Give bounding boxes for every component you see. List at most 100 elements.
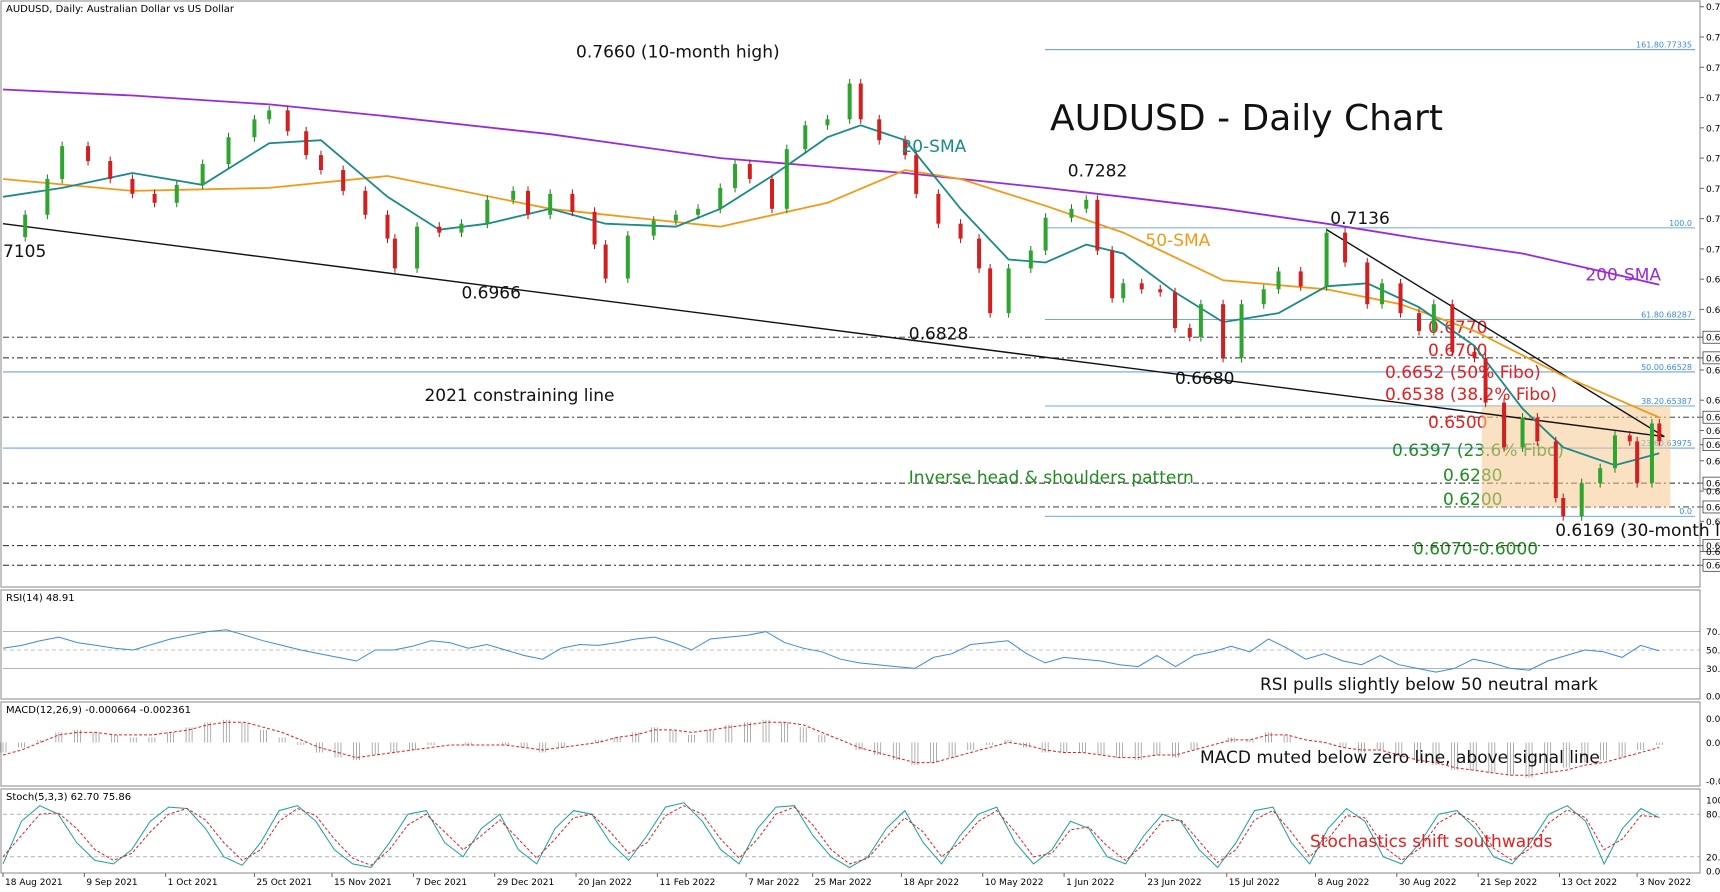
annotation-label: 0.7282	[1068, 161, 1127, 181]
candle-bearish	[1343, 232, 1348, 263]
candle-bullish	[267, 110, 272, 120]
candle-bearish	[936, 193, 941, 224]
x-tick-label: 30 Aug 2022	[1399, 878, 1457, 888]
x-tick-label: 7 Mar 2022	[748, 878, 799, 888]
stoch-tick-label: 0.00	[1706, 868, 1720, 878]
candle-bullish	[1028, 250, 1033, 269]
candle-bullish	[696, 208, 701, 215]
candle-bullish	[1121, 283, 1126, 299]
annotation-label: Inverse head & shoulders pattern	[909, 468, 1194, 488]
candle-bullish	[1069, 208, 1074, 218]
candle-bearish	[877, 119, 882, 141]
symbol-header: AUDUSD, Daily: Australian Dollar vs US D…	[6, 4, 235, 15]
annotation-label: 0.6680	[1175, 369, 1234, 389]
price-tick-label: 0.70655	[1706, 245, 1720, 255]
annotation-label: 0.7136	[1330, 209, 1389, 229]
stoch-d-line	[2, 805, 1660, 866]
candle-bullish	[1239, 304, 1244, 358]
x-tick-label: 20 Jan 2022	[578, 878, 632, 888]
candle-bearish	[1535, 417, 1540, 442]
candle-bearish	[1627, 435, 1632, 442]
x-tick-label: 18 Apr 2022	[903, 878, 959, 888]
annotation-label: 50-SMA	[1145, 231, 1210, 251]
price-tick-label: 0.64565	[1706, 427, 1720, 437]
price-tick-box	[1702, 558, 1720, 572]
candle-bullish	[1431, 304, 1436, 332]
fibo-label: 38.20.65387	[1641, 397, 1692, 406]
candle-bullish	[459, 223, 464, 233]
x-tick-label: 3 Nov 2022	[1639, 878, 1691, 888]
candle-bullish	[1006, 268, 1011, 314]
candle-bearish	[304, 131, 309, 156]
price-tick-box	[1702, 476, 1720, 490]
candle-bearish	[1110, 250, 1115, 299]
price-tick-label: 0.72685	[1706, 185, 1720, 195]
x-tick-label: 7 Dec 2021	[415, 878, 467, 888]
candle-bearish	[285, 110, 290, 132]
candle-bullish	[803, 125, 808, 150]
candle-bearish	[86, 146, 91, 162]
stoch-panel-frame	[0, 788, 1701, 874]
candle-bearish	[108, 161, 113, 179]
fibo-label: 50.00.66528	[1641, 363, 1692, 372]
x-tick-label: 11 Feb 2022	[659, 878, 715, 888]
candle-bearish	[914, 155, 919, 194]
candle-bearish	[903, 140, 908, 156]
x-tick-label: 25 Mar 2022	[815, 878, 872, 888]
candle-bullish	[485, 199, 490, 224]
candle-bearish	[1221, 304, 1226, 358]
annotation-label: 0.6828	[909, 325, 968, 345]
candle-bearish	[977, 238, 982, 269]
x-tick-label: 15 Nov 2021	[334, 878, 392, 888]
price-tick-label: 0.60046	[1706, 562, 1720, 572]
candle-bearish	[1561, 498, 1566, 517]
candle-bearish	[1502, 402, 1507, 448]
stoch-tick-label: 100.00	[1706, 797, 1720, 807]
rsi-tick-label: 30.00	[1706, 665, 1720, 675]
candle-bearish	[592, 211, 597, 245]
price-tick-label: 0.76745	[1706, 64, 1720, 74]
price-tick-label: 0.68625	[1706, 306, 1720, 316]
annotation-label: 2021 constraining line	[424, 386, 614, 406]
price-tick-label: 0.64089	[1706, 441, 1720, 451]
rsi-annotation: RSI pulls slightly below 50 neutral mark	[1260, 675, 1598, 695]
candle-bullish	[200, 164, 205, 185]
candle-bullish	[548, 193, 553, 215]
candle-bearish	[152, 193, 157, 203]
sma200-line	[2, 88, 1660, 286]
x-tick-label: 8 Aug 2022	[1317, 878, 1369, 888]
rsi-tick-label: 50.00	[1706, 647, 1720, 657]
x-tick-label: 29 Dec 2021	[497, 878, 554, 888]
price-tick-box	[1702, 438, 1720, 451]
x-tick-label: 1 Jun 2022	[1066, 878, 1114, 888]
stoch-tick-label: 20.00	[1706, 853, 1720, 863]
candle-bearish	[570, 193, 575, 212]
candle-bearish	[1187, 328, 1192, 338]
level-label: 0.6500	[1428, 413, 1487, 433]
rsi-panel-frame	[0, 589, 1701, 700]
x-tick-label: 25 Oct 2021	[256, 878, 312, 888]
price-tick-label: 0.78775	[1706, 3, 1720, 13]
price-tick-box	[1702, 330, 1720, 344]
candle-bullish	[1598, 468, 1603, 484]
candle-bearish	[603, 244, 608, 279]
price-tick-box	[1702, 410, 1720, 424]
price-tick-label: 0.74715	[1706, 124, 1720, 134]
candle-bearish	[385, 214, 390, 239]
x-tick-label: 21 Sep 2022	[1480, 878, 1537, 888]
stoch-annotation: Stochastics shift southwards	[1310, 832, 1553, 852]
candle-bullish	[1380, 283, 1385, 305]
candle-bullish	[825, 119, 830, 126]
candle-bearish	[1483, 357, 1488, 403]
stoch-label: Stoch(5,3,3) 62.70 75.86	[6, 792, 131, 803]
macd-panel-frame	[0, 701, 1701, 787]
candle-bearish	[525, 190, 530, 215]
macd-tick-label: 0.009542	[1706, 715, 1720, 725]
trendline-downward	[1326, 229, 1665, 438]
candle-bearish	[1472, 351, 1477, 358]
candle-bullish	[23, 214, 28, 238]
x-tick-label: 18 Aug 2021	[5, 878, 63, 888]
candle-bullish	[784, 149, 789, 209]
price-tick-label: 0.77760	[1706, 34, 1720, 44]
